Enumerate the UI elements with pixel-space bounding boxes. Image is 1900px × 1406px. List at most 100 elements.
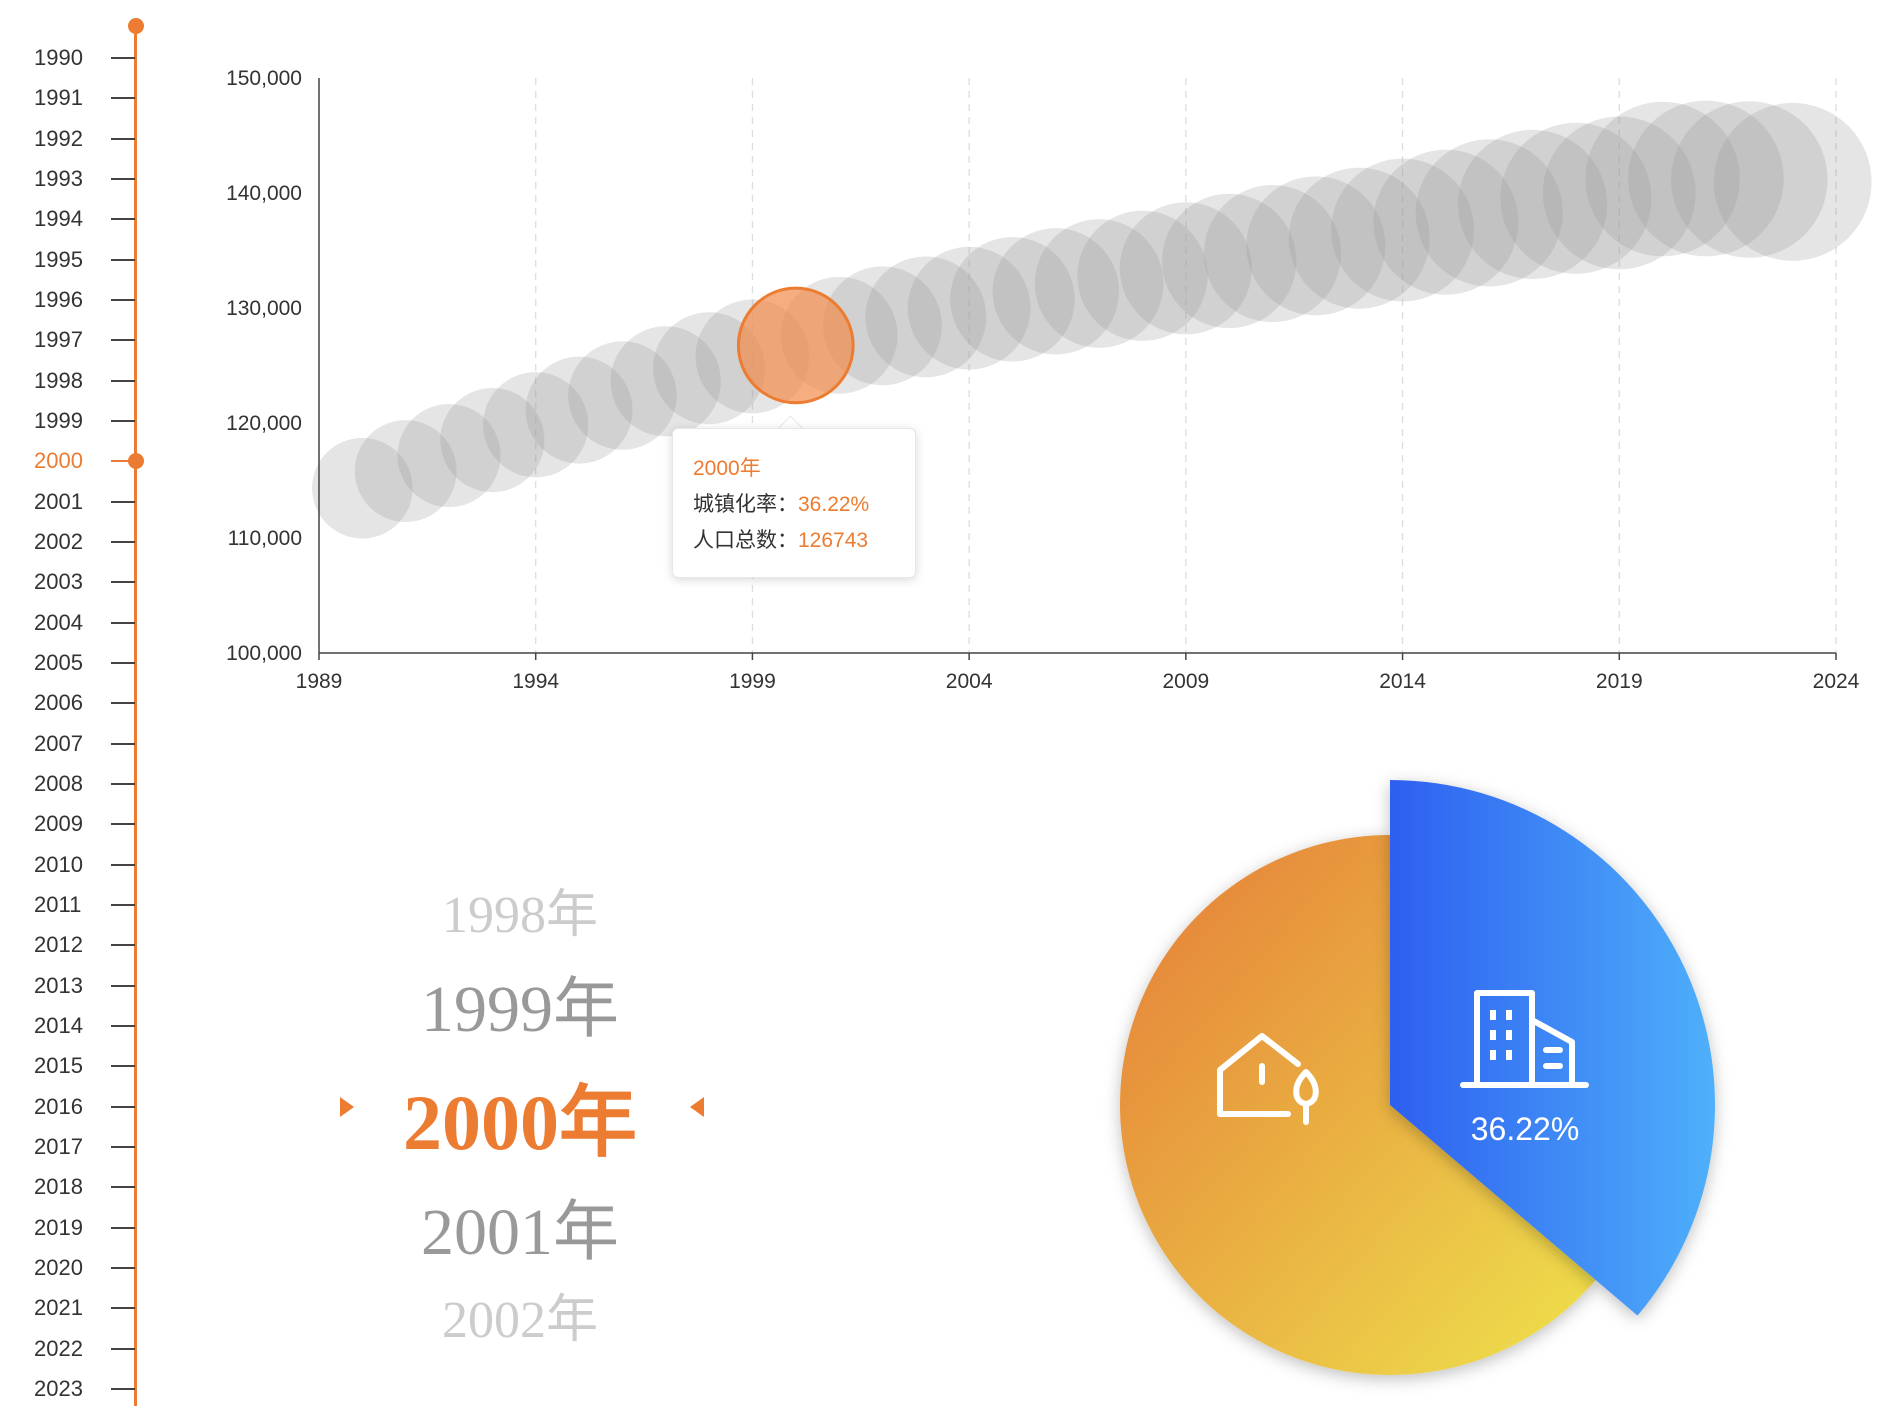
selector-right-arrow-icon	[340, 1097, 354, 1117]
timeline-year-1992[interactable]: 1992	[34, 125, 83, 151]
bubble-2010[interactable]	[1161, 193, 1297, 329]
timeline-year-1999[interactable]: 1999	[34, 407, 83, 433]
timeline-tick	[111, 1105, 135, 1108]
bubble-2022[interactable]	[1671, 101, 1828, 258]
timeline-tick	[111, 97, 135, 100]
timeline-year-1994[interactable]: 1994	[34, 206, 83, 232]
bubble-1994[interactable]	[483, 372, 589, 478]
timeline-year-2016[interactable]: 2016	[34, 1093, 83, 1119]
x-tick-label: 1989	[296, 670, 343, 693]
bubble-2011[interactable]	[1203, 184, 1342, 323]
timeline-tick	[111, 1347, 135, 1350]
timeline-tick	[111, 1307, 135, 1310]
timeline-year-2012[interactable]: 2012	[34, 932, 83, 958]
timeline-tick	[111, 782, 135, 785]
timeline-tick	[111, 944, 135, 947]
pie-slice-rural[interactable]	[1120, 835, 1596, 1375]
bubble-2000-highlighted[interactable]	[736, 286, 855, 405]
bubble-2015[interactable]	[1373, 149, 1519, 295]
tooltip-pop-value: 126743	[798, 529, 869, 552]
bubble-2008[interactable]	[1077, 210, 1208, 341]
timeline-tick	[111, 702, 135, 705]
timeline-year-1993[interactable]: 1993	[34, 165, 83, 191]
bubble-1990[interactable]	[312, 437, 413, 539]
timeline-year-2011[interactable]: 2011	[34, 891, 82, 917]
timeline-tick	[111, 742, 135, 745]
timeline-year-1995[interactable]: 1995	[34, 246, 83, 272]
bubble-1997[interactable]	[610, 326, 721, 437]
year-item-prev-2[interactable]: 1998年	[441, 887, 598, 944]
bubble-2016[interactable]	[1415, 139, 1563, 287]
bubble-2012[interactable]	[1246, 176, 1386, 316]
bubble-1993[interactable]	[440, 387, 545, 493]
timeline-tick	[111, 57, 135, 59]
bubble-2007[interactable]	[1034, 219, 1164, 348]
timeline-year-2018[interactable]: 2018	[34, 1174, 83, 1200]
timeline-year-1991[interactable]: 1991	[34, 85, 83, 111]
timeline-year-2006[interactable]: 2006	[34, 690, 83, 716]
timeline-year-1998[interactable]: 1998	[34, 367, 83, 393]
tooltip-urban-label: 城镇化率：	[693, 493, 798, 516]
timeline-year-1997[interactable]: 1997	[34, 327, 83, 353]
bubble-2004[interactable]	[907, 246, 1031, 370]
bubble-2017[interactable]	[1457, 129, 1608, 280]
timeline-year-2000[interactable]: 2000	[34, 448, 83, 474]
bubble-2023[interactable]	[1713, 102, 1872, 261]
timeline-tick	[111, 1387, 135, 1390]
x-tick-label: 2014	[1379, 670, 1426, 693]
timeline-tick	[111, 137, 135, 140]
bubble-2019[interactable]	[1542, 116, 1696, 270]
year-item-next-1[interactable]: 2001年	[421, 1196, 619, 1269]
year-item-prev-1[interactable]: 1999年	[421, 973, 619, 1046]
timeline-year-2017[interactable]: 2017	[34, 1133, 83, 1159]
bubble-2006[interactable]	[992, 228, 1120, 355]
bubble-1992[interactable]	[397, 403, 501, 508]
year-item-current[interactable]: 2000年	[402, 1079, 637, 1166]
timeline-year-2013[interactable]: 2013	[34, 972, 83, 998]
bubble-1991[interactable]	[354, 420, 457, 522]
bubble-1998[interactable]	[653, 312, 766, 425]
timeline-year-2015[interactable]: 2015	[34, 1053, 83, 1079]
timeline-tick	[111, 1065, 135, 1068]
timeline-tick	[111, 1145, 135, 1148]
bubble-2018[interactable]	[1500, 122, 1652, 274]
year-timeline[interactable]: 1990 1991 1992 1993 1994 1995 1996 1997 1998 1999…	[0, 0, 160, 1406]
timeline-year-2007[interactable]: 2007	[34, 730, 83, 756]
timeline-year-1996[interactable]: 1996	[34, 286, 83, 312]
bubble-2014[interactable]	[1331, 158, 1475, 302]
bubble-2005[interactable]	[950, 237, 1075, 362]
timeline-selected-dot	[128, 453, 144, 470]
y-tick-label: 110,000	[228, 527, 302, 550]
timeline-year-2023[interactable]: 2023	[34, 1375, 83, 1401]
bubble-1995[interactable]	[525, 356, 633, 464]
bubble-2009[interactable]	[1119, 202, 1252, 335]
bubble-2020[interactable]	[1585, 101, 1740, 257]
timeline-year-2003[interactable]: 2003	[34, 569, 83, 595]
grid-lines	[535, 78, 1837, 653]
bubble-2021[interactable]	[1628, 100, 1784, 257]
timeline-year-1990[interactable]: 1990	[34, 45, 83, 70]
timeline-year-2004[interactable]: 2004	[34, 609, 83, 635]
house-tree-icon	[1217, 1033, 1319, 1125]
timeline-year-2021[interactable]: 2021	[34, 1295, 83, 1321]
pie-urban-percent-label: 36.22%	[1471, 1111, 1580, 1147]
tooltip-pop-row: 人口总数：126743	[693, 523, 915, 559]
timeline-year-2009[interactable]: 2009	[34, 811, 83, 837]
year-item-next-2[interactable]: 2002年	[441, 1292, 598, 1349]
timeline-year-2002[interactable]: 2002	[34, 528, 83, 554]
bubble-1996[interactable]	[568, 341, 677, 450]
timeline-tick	[111, 984, 135, 987]
timeline-year-2014[interactable]: 2014	[34, 1012, 83, 1038]
timeline-tick	[111, 540, 135, 543]
bubble-2003[interactable]	[865, 256, 987, 378]
timeline-year-2005[interactable]: 2005	[34, 649, 83, 675]
bubble-2013[interactable]	[1288, 167, 1430, 309]
timeline-year-2019[interactable]: 2019	[34, 1214, 83, 1240]
timeline-year-2001[interactable]: 2001	[34, 488, 83, 514]
timeline-year-2008[interactable]: 2008	[34, 770, 83, 796]
y-tick-label: 130,000	[226, 297, 302, 320]
timeline-year-2010[interactable]: 2010	[34, 851, 83, 877]
timeline-year-2022[interactable]: 2022	[34, 1335, 83, 1361]
timeline-year-2020[interactable]: 2020	[34, 1254, 83, 1280]
y-tick-label: 120,000	[226, 412, 302, 435]
